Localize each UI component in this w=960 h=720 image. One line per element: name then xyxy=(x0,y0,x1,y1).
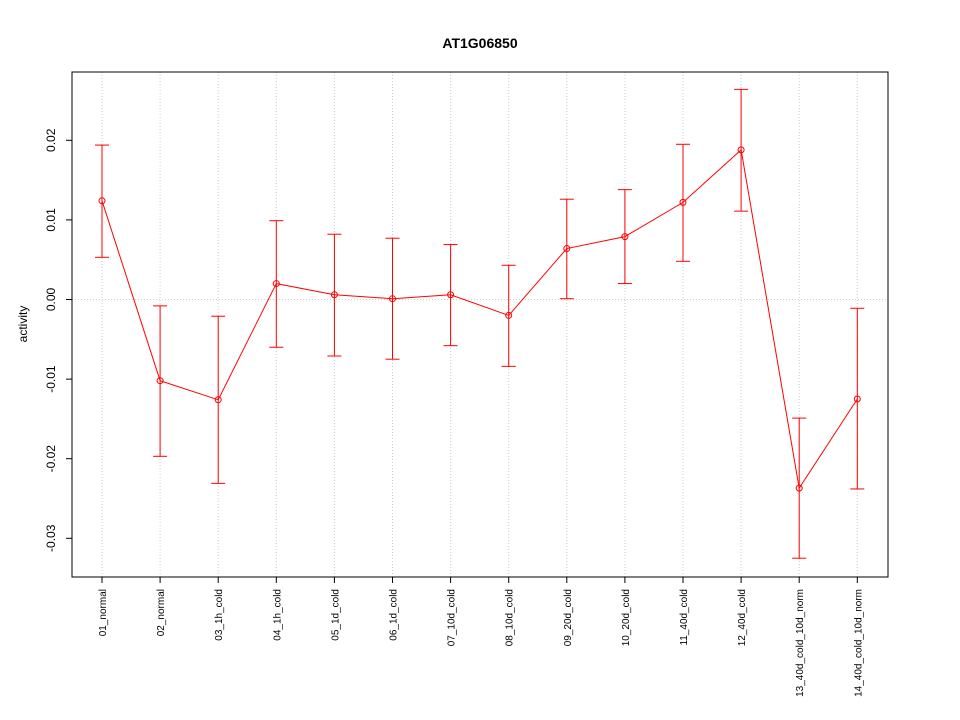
data-point xyxy=(156,377,164,385)
x-tick-label: 01_normal xyxy=(98,589,109,636)
data-point xyxy=(737,146,745,154)
y-tick-label: 0.00 xyxy=(44,287,58,311)
data-point xyxy=(214,396,222,404)
data-point xyxy=(272,280,280,288)
series-polyline xyxy=(101,148,858,490)
plot-frame xyxy=(71,71,889,578)
y-tick-label: -0.01 xyxy=(44,365,58,393)
data-point xyxy=(853,395,861,403)
data-point xyxy=(98,197,106,205)
data-point xyxy=(621,233,629,241)
x-tick-label: 14_40d_cold_10d_norm xyxy=(853,589,864,697)
data-point xyxy=(330,291,338,299)
x-tick-label: 09_20d_cold xyxy=(563,589,574,646)
x-tick-label: 02_normal xyxy=(156,589,167,636)
x-tick-label: 07_10d_cold xyxy=(447,589,458,646)
data-points xyxy=(98,146,861,492)
data-point xyxy=(679,198,687,206)
y-tick-label: 0.01 xyxy=(44,208,58,232)
data-point xyxy=(795,484,803,492)
x-tick-label: 03_1h_cold xyxy=(214,589,225,641)
axes: 01_normal 02_normal 03_1h_cold 04_1h_cold 05… xyxy=(44,128,864,697)
x-tick-label: 08_10d_cold xyxy=(505,589,516,646)
error-bars xyxy=(95,88,865,559)
x-tick-label: 05_1d_cold xyxy=(330,589,341,641)
data-point xyxy=(389,295,396,303)
grid-lines xyxy=(72,72,888,577)
data-point xyxy=(563,245,571,253)
y-tick-label: 0.02 xyxy=(44,128,58,152)
x-tick-label: 04_1h_cold xyxy=(272,589,283,641)
chart-title: AT1G06850 xyxy=(442,35,517,51)
y-tick-label: -0.03 xyxy=(44,524,58,552)
data-point xyxy=(447,291,455,299)
x-tick-label: 06_1d_cold xyxy=(389,589,400,641)
x-tick-label: 13_40d_cold_10d_norm xyxy=(795,589,806,697)
series-line xyxy=(101,148,858,490)
y-tick-label: -0.02 xyxy=(44,445,58,473)
x-tick-label: 11_40d_cold xyxy=(679,589,690,646)
y-axis-label: activity xyxy=(16,306,30,343)
data-point xyxy=(505,311,513,319)
x-tick-label: 12_40d_cold xyxy=(737,589,748,646)
x-tick-label: 10_20d_cold xyxy=(621,589,632,646)
